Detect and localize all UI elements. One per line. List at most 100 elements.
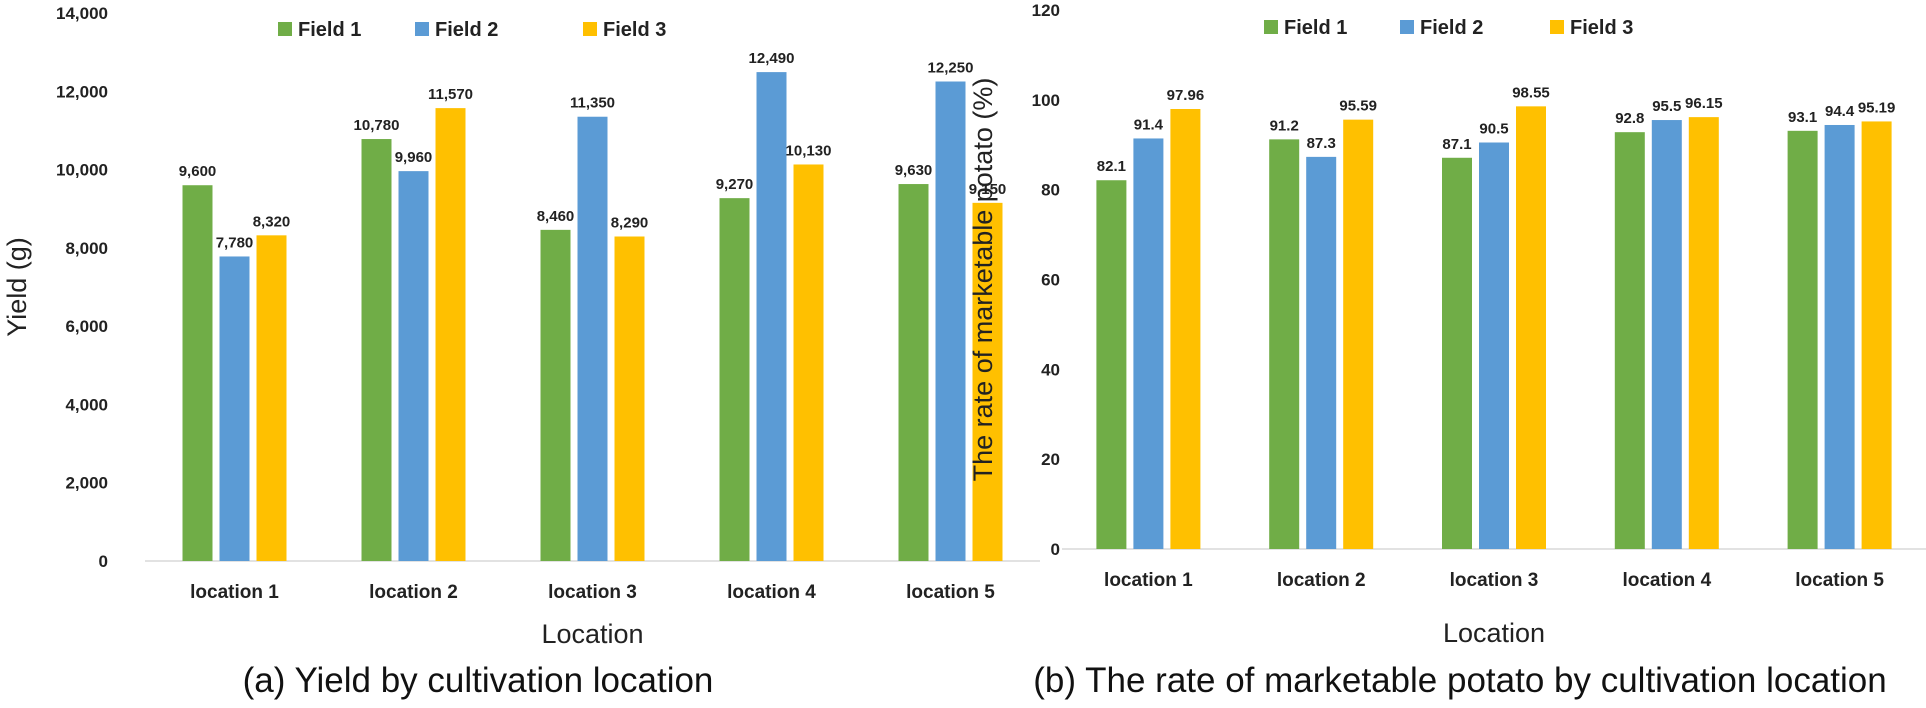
data-label: 7,780 [216,234,254,251]
bar [540,229,571,561]
y-tick-label: 100 [1032,91,1060,110]
y-tick-label: 4,000 [65,395,108,414]
y-tick-label: 10,000 [56,161,108,180]
data-label: 10,780 [354,117,400,134]
data-label: 8,290 [611,215,649,232]
y-tick-label: 0 [1051,540,1060,559]
y-tick-label: 12,000 [56,82,108,101]
legend-swatch [1550,20,1564,34]
data-label: 11,350 [570,95,615,112]
legend-swatch [278,22,292,36]
data-label: 9,600 [179,163,217,180]
bar [793,164,824,562]
data-label: 92.8 [1615,110,1644,127]
y-tick-label: 120 [1032,1,1060,20]
x-tick-label: location 1 [190,582,279,603]
y-tick-label: 60 [1041,271,1060,290]
bar [182,185,213,561]
data-label: 12,250 [928,60,974,77]
bar [972,202,1003,562]
x-tick-label: location 1 [1104,570,1193,591]
y-tick-label: 2,000 [65,474,108,493]
data-label: 12,490 [749,50,795,67]
data-label: 93.1 [1788,109,1817,126]
x-tick-label: location 2 [1277,570,1366,591]
x-tick-label: location 3 [548,582,637,603]
legend-label: Field 3 [603,19,666,41]
data-label: 10,130 [786,142,832,159]
figure-caption: (b) The rate of marketable potato by cul… [1033,661,1886,700]
data-label: 9,150 [969,181,1007,198]
bar [1133,138,1164,549]
bar [398,171,429,561]
x-axis-title: Location [1443,618,1545,648]
bar [219,256,250,561]
y-tick-label: 80 [1041,181,1060,200]
legend-label: Field 1 [298,19,361,41]
legend-swatch [583,22,597,36]
y-tick-label: 20 [1041,450,1060,469]
legend-swatch [415,22,429,36]
bar [435,108,466,562]
bar [614,236,645,561]
data-label: 87.3 [1307,135,1336,152]
legend-label: Field 2 [1420,17,1483,39]
x-tick-label: location 4 [727,582,816,603]
bar [577,116,608,561]
bar [1096,180,1127,549]
x-tick-label: location 2 [369,582,458,603]
bar [1651,120,1682,549]
bar [361,139,392,562]
bar [1614,132,1645,549]
y-tick-label: 0 [99,552,108,571]
bar [1170,108,1201,549]
bar [1269,139,1300,550]
x-tick-label: location 5 [1795,570,1884,591]
bar [1688,117,1719,549]
data-label: 11,570 [428,86,473,103]
data-label: 87.1 [1442,136,1471,153]
legend-swatch [1264,20,1278,34]
bar [719,198,750,561]
y-axis-title: The rate of marketable potato (%) [968,78,998,482]
legend-label: Field 1 [1284,17,1347,39]
data-label: 96.15 [1685,95,1723,112]
data-label: 9,630 [895,162,933,179]
bar [1343,119,1374,549]
x-tick-label: location 3 [1450,570,1539,591]
bar [1306,156,1337,549]
data-label: 97.96 [1167,87,1205,104]
y-tick-label: 40 [1041,360,1060,379]
legend-label: Field 3 [1570,17,1633,39]
bar [1861,121,1892,550]
y-axis-title: Yield (g) [2,237,32,337]
data-label: 91.4 [1134,116,1164,133]
figure-caption: (a) Yield by cultivation location [243,661,714,700]
legend-swatch [1400,20,1414,34]
bar [1516,106,1546,549]
y-tick-label: 8,000 [65,239,108,258]
data-label: 9,270 [716,176,754,193]
bar [1442,157,1472,550]
data-label: 8,460 [537,208,575,225]
data-label: 90.5 [1479,121,1508,138]
data-label: 82.1 [1097,158,1126,175]
legend-label: Field 2 [435,19,498,41]
data-label: 9,960 [395,149,433,166]
bar [1824,124,1855,549]
data-label: 95.59 [1339,98,1377,115]
y-tick-label: 14,000 [56,4,108,23]
bar [256,235,287,561]
bar [898,184,929,561]
data-label: 95.5 [1652,98,1681,115]
data-label: 95.19 [1858,99,1896,116]
chart-marketable: 0 20 40 60 80 100 120 location 1 82.1 91.497.96 lo… [968,1,1926,700]
bar [756,72,787,561]
bar [1479,142,1509,550]
data-label: 8,320 [253,213,291,230]
x-axis-title: Location [541,619,643,649]
chart-yield: 0 2,000 4,000 6,000 8,000 10,000 12,000 14,000 l… [2,4,1040,700]
bar [935,81,966,561]
y-tick-label: 6,000 [65,317,108,336]
